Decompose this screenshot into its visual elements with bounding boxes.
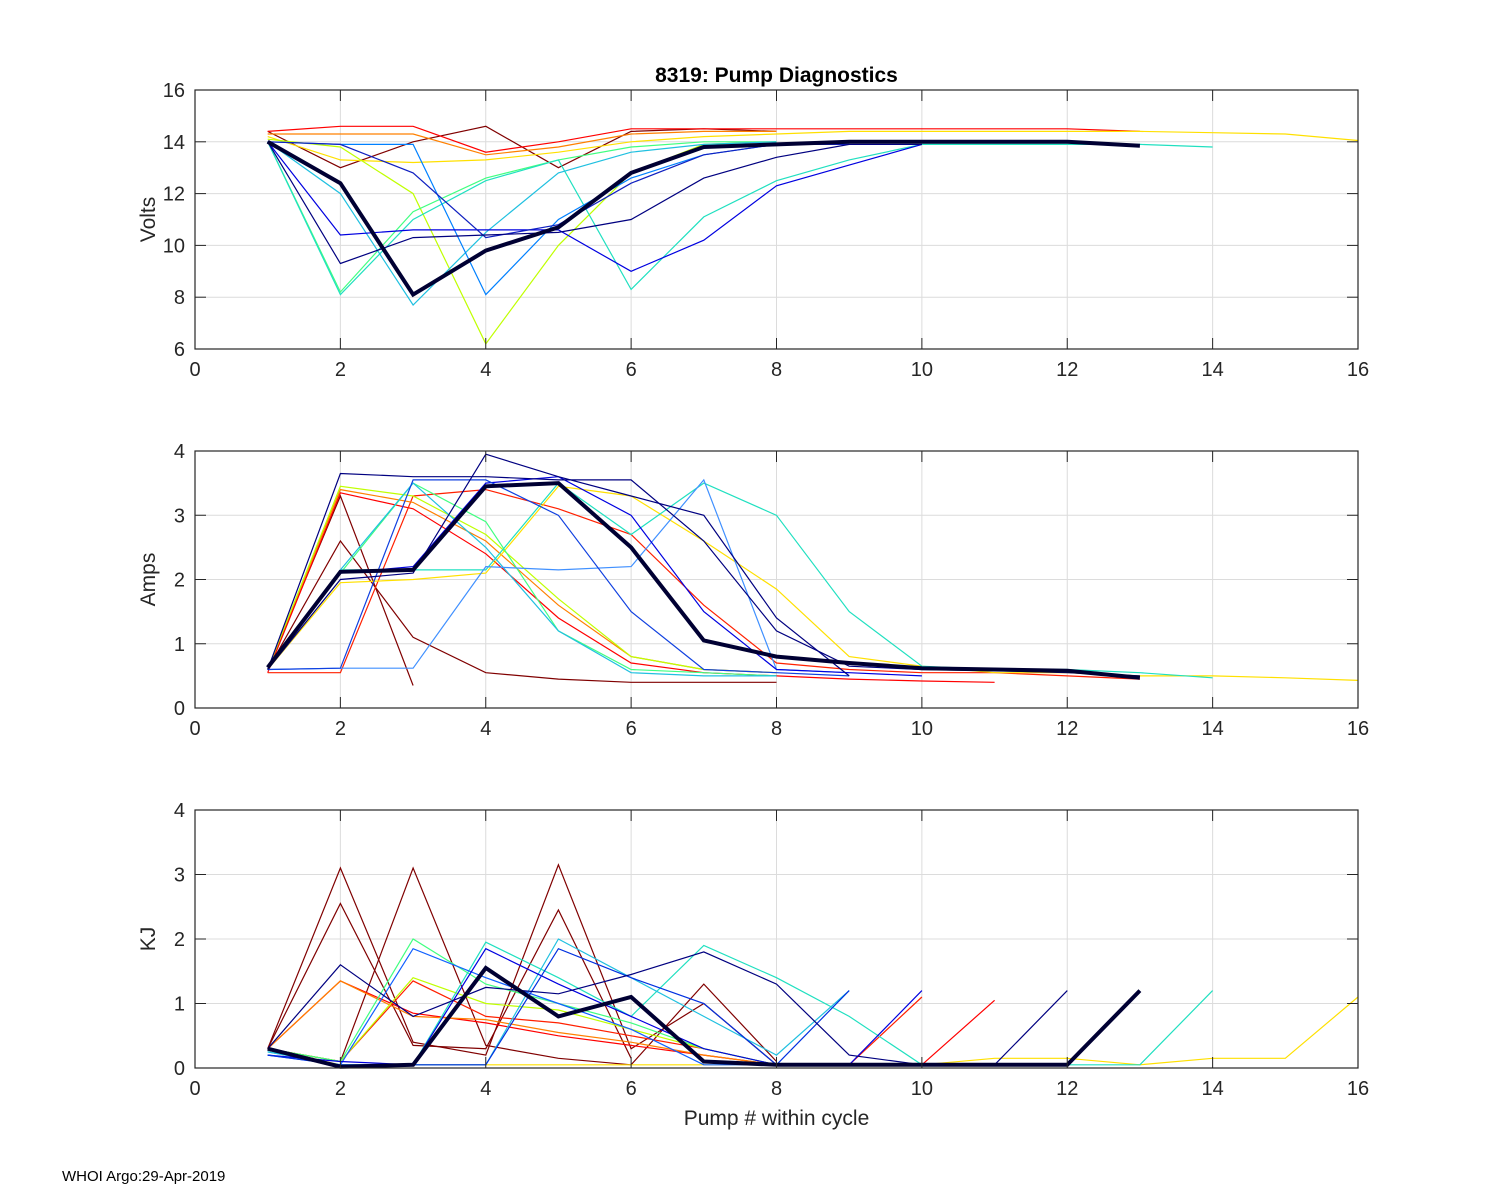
series-line-cycle-b bbox=[267, 492, 995, 683]
series-line-cycle-f bbox=[267, 482, 777, 677]
y-axis-label: Volts bbox=[137, 197, 160, 243]
series-line-cycle-h bbox=[267, 482, 777, 677]
y-tick-label: 4 bbox=[174, 800, 185, 822]
series-line-cycle-i bbox=[267, 478, 850, 674]
x-tick-label: 0 bbox=[189, 359, 200, 381]
series-line-cycle-m bbox=[267, 453, 850, 677]
x-tick-label: 0 bbox=[189, 1078, 200, 1100]
y-tick-label: 0 bbox=[174, 698, 185, 720]
axes-1: 0 2 4 6 8 10 12 14 16 6 8 10 12 14 16 Volts 8319: Pump D… bbox=[137, 64, 1369, 381]
x-tick-label: 0 bbox=[189, 718, 200, 740]
y-tick-label: 1 bbox=[174, 994, 185, 1016]
y-tick-label: 2 bbox=[174, 929, 185, 951]
series-line-cycle-g bbox=[267, 141, 1213, 296]
series-line-cycle-e bbox=[267, 138, 777, 345]
y-tick-label: 4 bbox=[174, 441, 185, 463]
x-tick-label: 8 bbox=[771, 718, 782, 740]
y-tick-label: 0 bbox=[174, 1058, 185, 1080]
x-tick-label: 10 bbox=[911, 1078, 933, 1100]
series-line-cycle-e bbox=[267, 485, 777, 674]
x-tick-label: 12 bbox=[1056, 718, 1078, 740]
y-axis-label: KJ bbox=[137, 927, 160, 952]
y-tick-label: 6 bbox=[174, 339, 185, 361]
series-line-cycle-a bbox=[267, 539, 777, 683]
series-line-cycle-l bbox=[267, 141, 922, 265]
x-tick-label: 10 bbox=[911, 359, 933, 381]
y-tick-label: 12 bbox=[163, 184, 185, 206]
series-line-cycle-d bbox=[267, 485, 1359, 681]
x-tick-label: 16 bbox=[1347, 1078, 1369, 1100]
y-tick-label: 2 bbox=[174, 570, 185, 592]
y-tick-label: 14 bbox=[163, 132, 185, 154]
series-line-cycle-a2 bbox=[267, 902, 632, 1059]
series-line-cycle-b bbox=[267, 125, 1140, 153]
series-line-cycle-bold bbox=[266, 481, 1141, 680]
series-line-cycle-bold bbox=[267, 965, 1142, 1069]
x-tick-label: 16 bbox=[1347, 359, 1369, 381]
x-tick-label: 4 bbox=[480, 718, 491, 740]
series-line-cycle-h bbox=[267, 141, 777, 306]
series-line-cycle-a3 bbox=[267, 866, 777, 1066]
x-tick-label: 6 bbox=[626, 718, 637, 740]
series-line-cycle-d bbox=[267, 130, 1359, 164]
series-line-cycle-k bbox=[267, 479, 850, 677]
x-tick-label: 12 bbox=[1056, 359, 1078, 381]
y-tick-label: 1 bbox=[174, 634, 185, 656]
chart-title: 8319: Pump Diagnostics bbox=[655, 64, 898, 87]
series-line-cycle-k bbox=[267, 141, 850, 239]
series-line-cycle-j bbox=[267, 141, 923, 272]
x-tick-label: 4 bbox=[480, 359, 491, 381]
x-tick-label: 4 bbox=[480, 1078, 491, 1100]
y-tick-label: 8 bbox=[174, 287, 185, 309]
y-tick-label: 10 bbox=[163, 235, 185, 257]
footer-credit: WHOI Argo:29-Apr-2019 bbox=[62, 1168, 226, 1185]
x-tick-label: 2 bbox=[335, 359, 346, 381]
y-axis-label: Amps bbox=[137, 553, 160, 607]
y-tick-label: 16 bbox=[163, 80, 185, 102]
x-tick-label: 2 bbox=[335, 718, 346, 740]
series-line-cycle-c bbox=[267, 130, 777, 156]
x-tick-label: 2 bbox=[335, 1078, 346, 1100]
series-line-cycle-bold bbox=[266, 139, 1141, 298]
x-tick-label: 14 bbox=[1202, 718, 1224, 740]
y-tick-label: 3 bbox=[174, 505, 185, 527]
x-tick-label: 16 bbox=[1347, 718, 1369, 740]
x-tick-label: 6 bbox=[626, 1078, 637, 1100]
x-tick-label: 14 bbox=[1202, 359, 1224, 381]
x-tick-label: 12 bbox=[1056, 1078, 1078, 1100]
x-tick-label: 8 bbox=[771, 1078, 782, 1100]
x-tick-label: 14 bbox=[1202, 1078, 1224, 1100]
x-axis-label: Pump # within cycle bbox=[684, 1107, 870, 1130]
y-tick-label: 3 bbox=[174, 865, 185, 887]
series-line-cycle-f bbox=[267, 141, 777, 294]
x-tick-label: 10 bbox=[911, 718, 933, 740]
x-tick-label: 8 bbox=[771, 359, 782, 381]
x-tick-label: 6 bbox=[626, 359, 637, 381]
